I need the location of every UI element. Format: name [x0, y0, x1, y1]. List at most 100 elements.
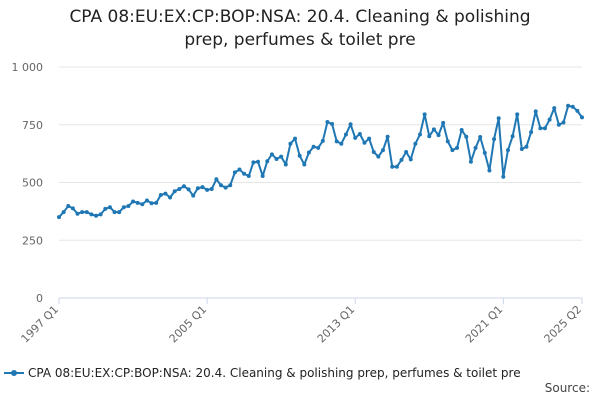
data-point — [121, 205, 126, 210]
data-point — [131, 199, 136, 204]
y-tick-label: 1 000 — [12, 61, 44, 74]
data-point — [325, 119, 330, 124]
data-point — [542, 126, 547, 131]
data-point — [556, 122, 561, 127]
data-point — [482, 150, 487, 155]
x-tick-label: 2005 Q1 — [167, 303, 210, 346]
data-point — [168, 195, 173, 200]
data-point — [436, 133, 441, 138]
data-point — [269, 152, 274, 157]
y-tick-label: 250 — [22, 234, 43, 247]
x-tick-label: 1997 Q1 — [19, 303, 62, 346]
data-point — [496, 116, 501, 121]
data-point — [57, 215, 61, 220]
data-point — [274, 156, 279, 161]
y-tick-label: 500 — [22, 177, 43, 190]
data-point — [561, 120, 566, 125]
data-point — [371, 150, 376, 155]
data-point — [218, 183, 223, 188]
data-point — [455, 145, 460, 150]
data-point — [186, 187, 191, 192]
data-point — [552, 106, 557, 111]
data-point — [566, 103, 571, 108]
data-point — [529, 130, 534, 135]
data-point — [380, 148, 385, 153]
data-point — [413, 141, 418, 146]
data-point — [297, 153, 302, 158]
data-point — [487, 168, 492, 173]
data-point — [75, 211, 80, 216]
data-point — [353, 135, 358, 140]
data-point — [422, 112, 427, 117]
data-point — [339, 141, 344, 146]
x-tick-label: 2013 Q1 — [315, 303, 358, 346]
data-point — [376, 154, 381, 159]
data-point — [242, 171, 247, 176]
data-point — [394, 164, 399, 169]
data-point — [214, 177, 219, 182]
data-point — [320, 138, 325, 143]
data-point — [80, 210, 85, 215]
data-point — [228, 183, 233, 188]
legend[interactable]: CPA 08:EU:EX:CP:BOP:NSA: 20.4. Cleaning … — [4, 363, 600, 383]
y-tick-label: 750 — [22, 119, 43, 132]
data-point — [195, 186, 200, 191]
data-point — [172, 189, 177, 194]
data-point — [237, 167, 242, 172]
data-point — [399, 157, 404, 162]
data-point — [390, 164, 395, 169]
data-point — [70, 206, 75, 211]
data-point — [418, 132, 423, 137]
data-point — [519, 147, 524, 151]
data-point — [177, 186, 182, 191]
data-point — [98, 212, 103, 217]
data-point — [427, 134, 432, 139]
data-point — [302, 162, 307, 167]
data-point — [232, 170, 237, 175]
data-point — [524, 144, 529, 149]
data-point — [311, 144, 316, 149]
data-point — [209, 186, 214, 191]
data-point — [538, 126, 543, 131]
data-point — [492, 137, 497, 142]
chart-title-line-2: prep, perfumes & toilet pre — [184, 30, 416, 50]
data-point — [103, 206, 108, 211]
data-point — [459, 128, 464, 133]
data-point — [343, 132, 348, 137]
data-point — [330, 122, 335, 127]
data-point — [334, 139, 339, 144]
data-point — [223, 185, 228, 190]
data-point — [163, 191, 168, 196]
x-tick-label: 2025 Q2 — [542, 303, 585, 346]
data-point — [149, 201, 154, 206]
chart-title-line-1: CPA 08:EU:EX:CP:BOP:NSA: 20.4. Cleaning … — [69, 7, 531, 27]
data-point — [89, 212, 94, 217]
data-point — [450, 148, 455, 153]
data-point — [515, 112, 520, 117]
data-point — [61, 210, 66, 215]
data-point — [288, 141, 293, 146]
data-point — [478, 134, 483, 139]
data-point — [260, 174, 265, 179]
data-point — [126, 204, 131, 209]
data-point — [316, 145, 321, 150]
data-point — [408, 157, 413, 162]
data-point — [181, 184, 186, 189]
data-point — [283, 162, 288, 167]
data-point — [117, 210, 122, 215]
data-point — [431, 127, 436, 132]
data-point — [154, 200, 159, 205]
data-point — [306, 150, 311, 155]
y-tick-label: 0 — [36, 292, 43, 305]
data-point — [473, 145, 478, 150]
data-point — [580, 115, 584, 120]
data-point — [256, 159, 261, 164]
data-point — [66, 204, 71, 209]
data-point — [140, 202, 145, 207]
legend-series-marker — [4, 367, 24, 379]
data-point — [533, 109, 538, 114]
data-point — [404, 150, 409, 155]
data-point — [84, 210, 89, 215]
series-line — [58, 104, 583, 218]
